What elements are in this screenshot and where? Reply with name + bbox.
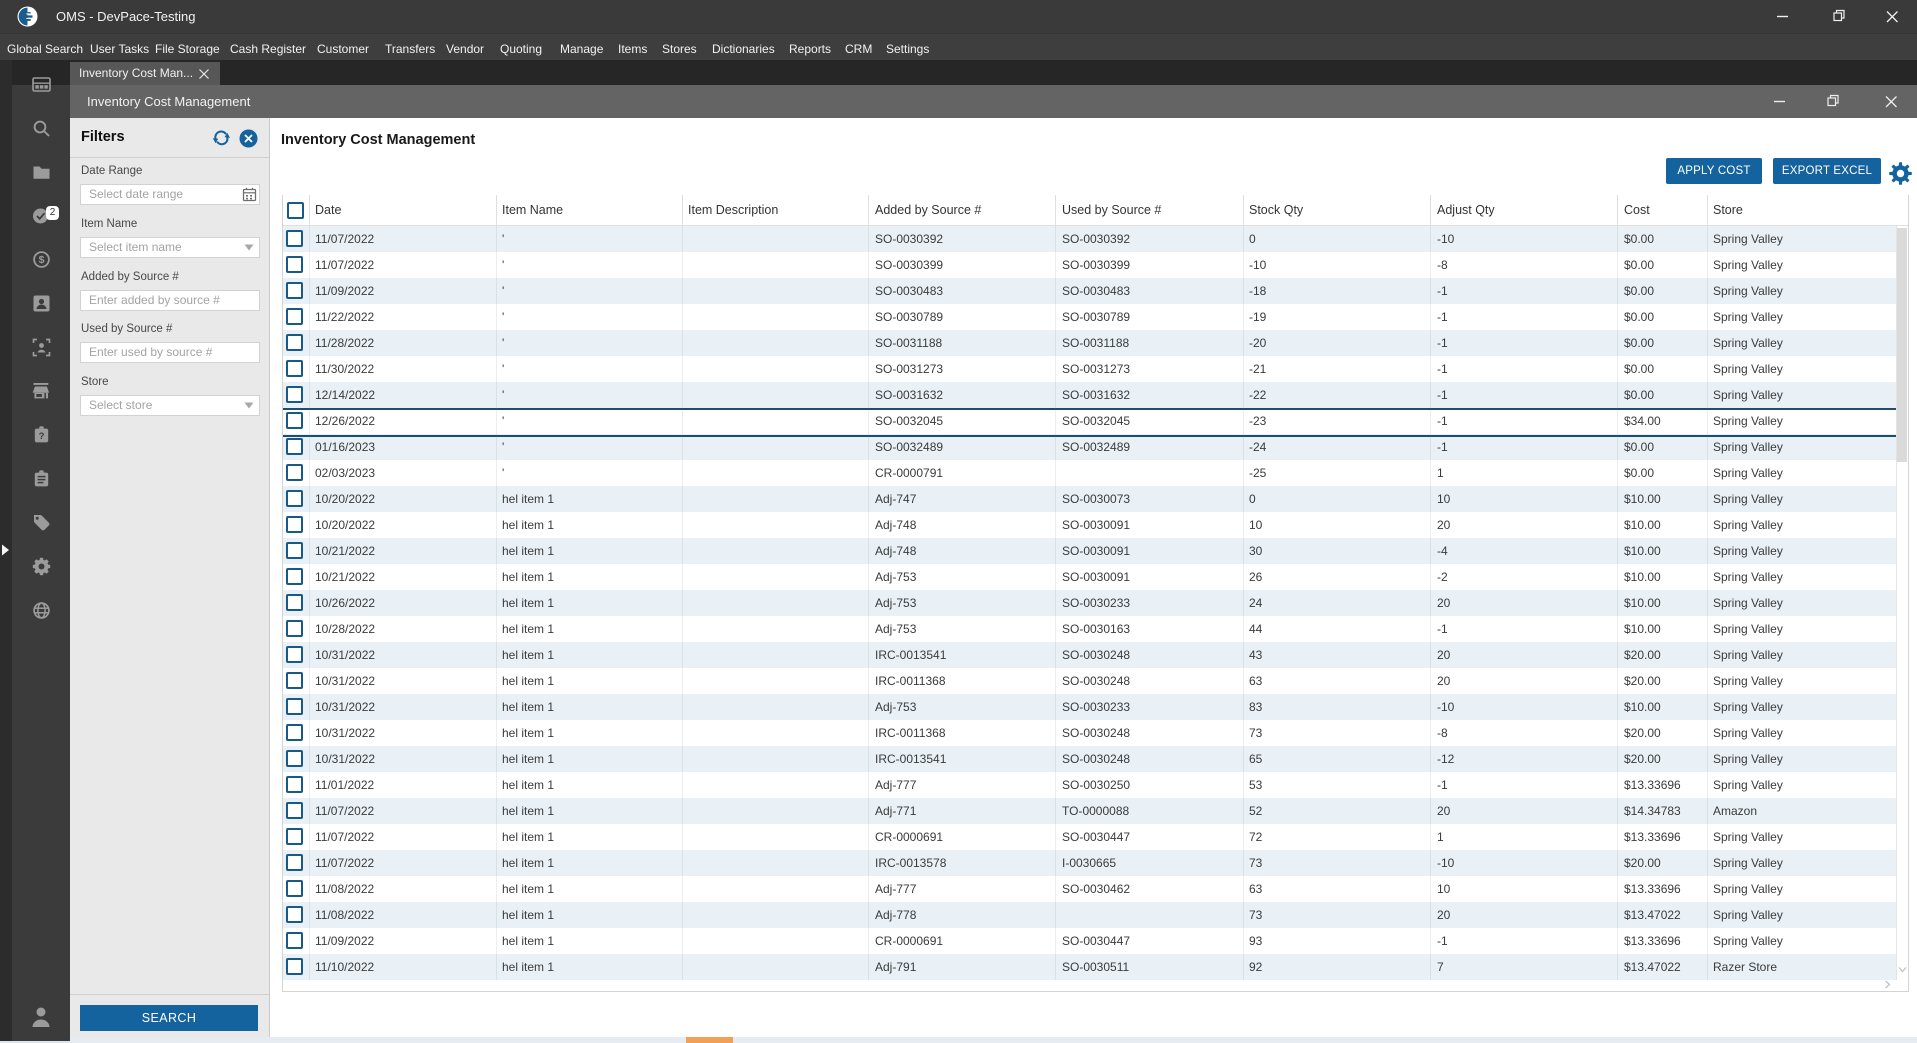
svg-text:$: $ bbox=[39, 254, 45, 266]
svg-text:?: ? bbox=[39, 431, 45, 442]
